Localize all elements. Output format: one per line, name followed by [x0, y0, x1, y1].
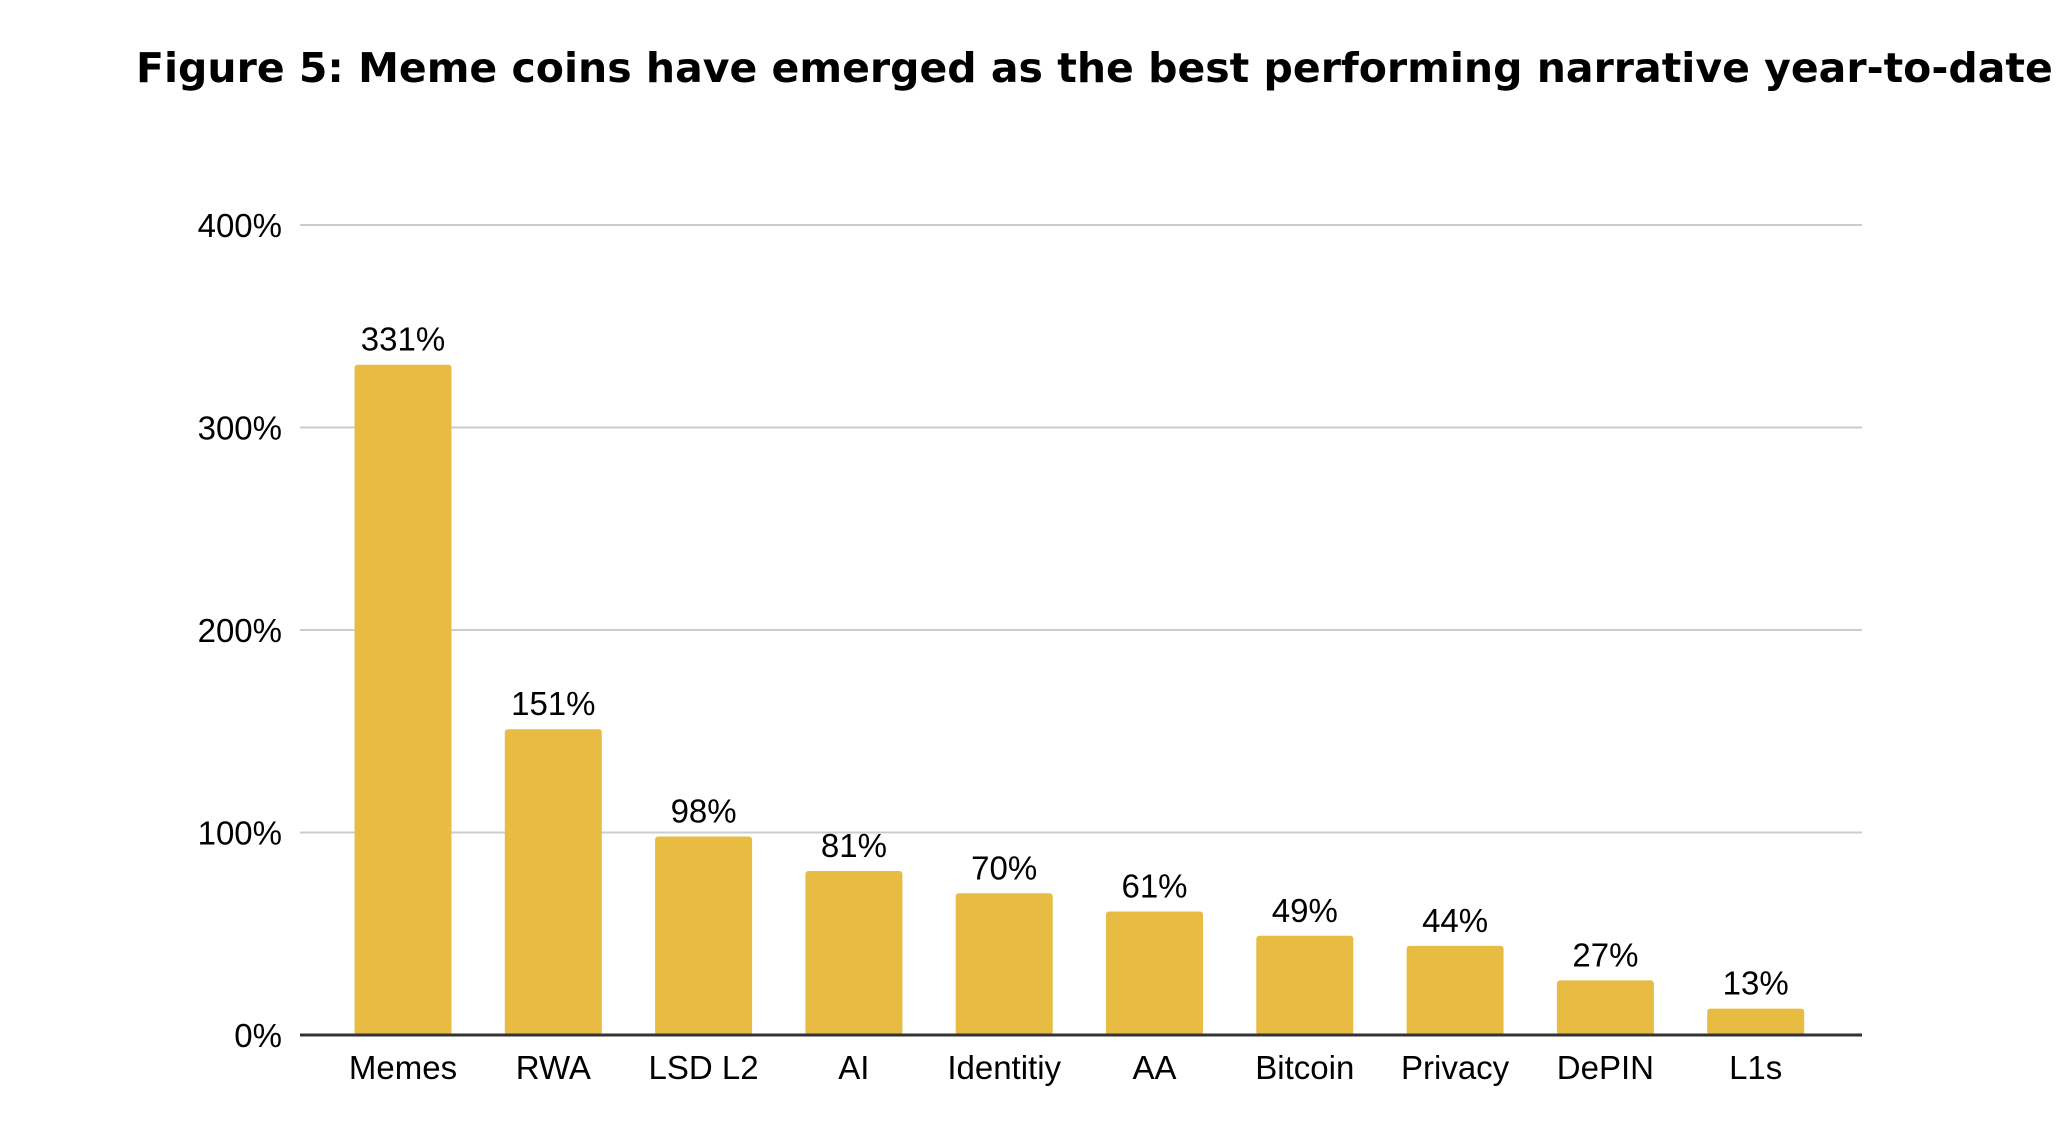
- y-tick-label: 300%: [198, 410, 282, 447]
- data-labels: 331% 151% 98% 81% 70% 61% 49% 44% 27% 13%: [361, 321, 1789, 1002]
- bar-aa: [1106, 911, 1203, 1035]
- data-label: 49%: [1272, 892, 1338, 929]
- data-label: 98%: [671, 793, 737, 830]
- x-tick-label: RWA: [516, 1049, 591, 1086]
- bar-bitcoin: [1256, 935, 1354, 1035]
- bars: [354, 364, 1805, 1036]
- x-tick-label: DePIN: [1557, 1049, 1654, 1086]
- bar-l1s: [1707, 1008, 1805, 1035]
- x-tick-label: Privacy: [1401, 1049, 1510, 1086]
- data-label: 44%: [1422, 902, 1488, 939]
- data-label: 151%: [511, 685, 595, 722]
- x-tick-label: AA: [1132, 1049, 1176, 1086]
- x-tick-label: AI: [838, 1049, 869, 1086]
- bar-rwa: [504, 729, 602, 1035]
- y-tick-label: 200%: [198, 612, 282, 649]
- y-axis-tick-labels: 0% 100% 200% 300% 400%: [198, 207, 282, 1054]
- data-label: 13%: [1723, 965, 1789, 1002]
- x-tick-label: Memes: [349, 1049, 457, 1086]
- data-label: 61%: [1121, 867, 1187, 904]
- bar-privacy: [1406, 945, 1504, 1035]
- x-axis-tick-labels: Memes RWA LSD L2 AI Identitiy AA Bitcoin Privac…: [349, 1049, 1782, 1086]
- bar-ai: [805, 870, 903, 1035]
- data-label: 331%: [361, 321, 445, 358]
- x-tick-label: Bitcoin: [1255, 1049, 1354, 1086]
- bar-lsd-l2: [655, 836, 753, 1035]
- figure-title: Figure 5: Meme coins have emerged as the…: [136, 44, 2053, 92]
- x-tick-label: L1s: [1729, 1049, 1782, 1086]
- x-tick-label: LSD L2: [649, 1049, 759, 1086]
- y-tick-label: 0%: [234, 1017, 282, 1054]
- data-label: 27%: [1572, 936, 1638, 973]
- bar-memes: [354, 364, 452, 1036]
- y-tick-label: 100%: [198, 815, 282, 852]
- data-label: 70%: [971, 849, 1037, 886]
- x-tick-label: Identitiy: [947, 1049, 1061, 1086]
- bar-depin: [1556, 980, 1654, 1035]
- y-tick-label: 400%: [198, 207, 282, 244]
- bar-identitiy: [955, 893, 1053, 1035]
- data-label: 81%: [821, 827, 887, 864]
